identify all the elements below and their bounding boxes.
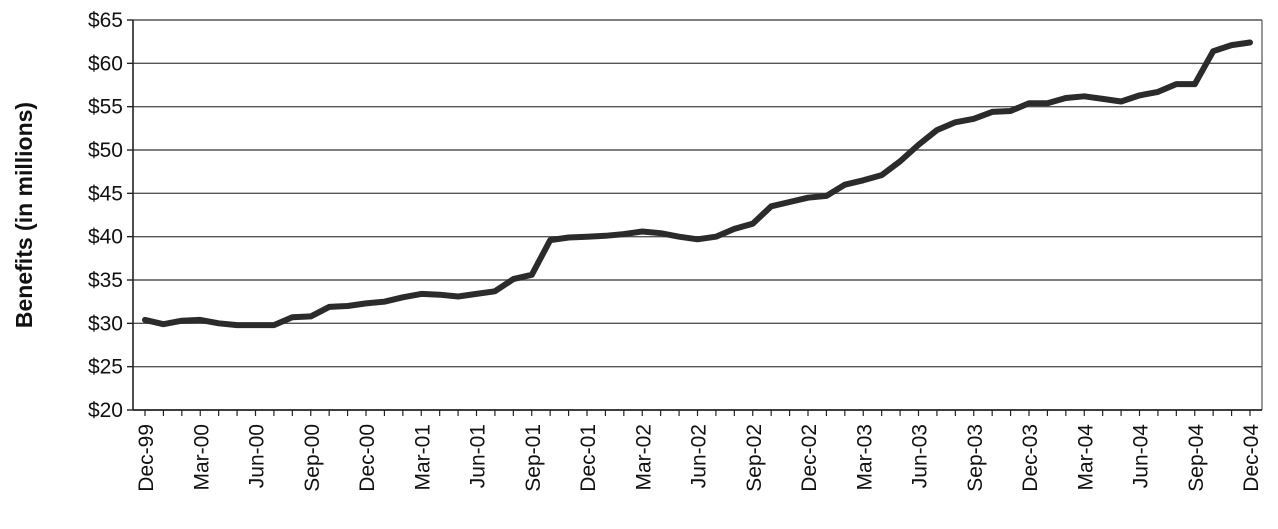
series-line — [142, 39, 1253, 329]
x-tick-label: Jun-00 — [246, 424, 269, 488]
series-layer — [142, 39, 1253, 329]
x-tick-label: Jun-02 — [688, 424, 711, 488]
x-tick-label: Mar-01 — [411, 424, 434, 491]
y-axis-title: Benefits (in millions) — [11, 102, 37, 328]
x-tick-label: Sep-02 — [743, 424, 766, 492]
x-tick-label: Dec-03 — [1019, 424, 1042, 492]
x-tick-label: Jun-01 — [467, 424, 490, 488]
x-tick-label: Jun-03 — [909, 424, 932, 488]
x-tick-label: Dec-00 — [356, 424, 379, 492]
y-tick-label: $55 — [88, 96, 123, 119]
y-tick-label: $35 — [88, 269, 123, 292]
y-tick-label: $25 — [88, 356, 123, 379]
x-tick-label: Sep-04 — [1185, 424, 1208, 492]
x-tick-label: Jun-04 — [1130, 424, 1153, 489]
y-tick-label: $60 — [88, 52, 123, 75]
x-tick-label: Sep-01 — [522, 424, 545, 492]
y-tick-label: $30 — [88, 312, 123, 335]
y-tick-label: $45 — [88, 182, 123, 205]
y-tick-labels: $20 $25 $30 $35 $40 $45 $50 $55 $60 $65 — [88, 9, 123, 422]
x-tick-label: Sep-03 — [964, 424, 987, 492]
x-tick-label: Mar-00 — [190, 424, 213, 491]
gridlines — [133, 19, 1262, 368]
y-tick-label: $20 — [88, 399, 123, 422]
x-tick-label: Dec-02 — [798, 424, 821, 492]
x-tick-labels: Dec-99 Mar-00 Jun-00 Sep-00 Dec-00 Mar-01 Jun-… — [135, 424, 1263, 492]
x-tick-label: Dec-99 — [135, 424, 158, 492]
axes — [127, 19, 1263, 416]
y-tick-label: $65 — [88, 9, 123, 32]
x-tick-label: Mar-02 — [632, 424, 655, 491]
x-tick-label: Mar-03 — [853, 424, 876, 491]
x-tick-label: Sep-00 — [301, 424, 324, 492]
x-tick-label: Dec-04 — [1240, 424, 1263, 492]
x-tick-label: Dec-01 — [577, 424, 600, 492]
x-tick-label: Mar-04 — [1074, 424, 1097, 491]
y-tick-label: $40 — [88, 226, 123, 249]
y-tick-label: $50 — [88, 139, 123, 162]
